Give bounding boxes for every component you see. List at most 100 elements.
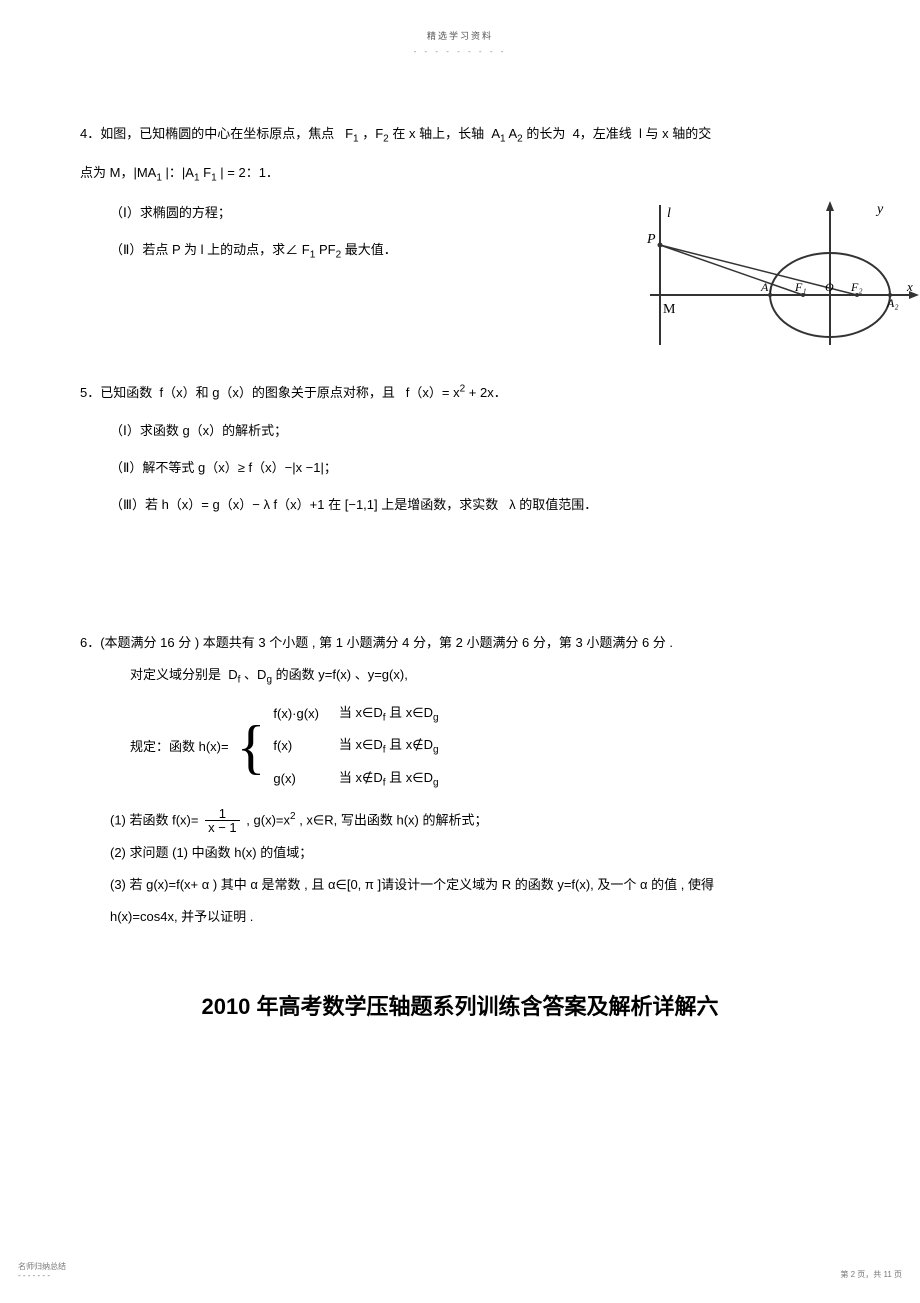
p6-line2: 对定义域分别是 Df 、Dg 的函数 y=f(x) 、y=g(x),	[80, 662, 840, 691]
label-P: P	[646, 232, 656, 247]
c1r-a: 当 x∈D	[339, 705, 383, 720]
section-title-2010: 2010 年高考数学压轴题系列训练含答案及解析详解六	[80, 990, 840, 1023]
sub-1b: 1	[500, 133, 506, 144]
p6-p3b: h(x)=cos4x, 并予以证明 .	[80, 904, 840, 930]
c2r-b: 且 x∉D	[389, 737, 433, 752]
ellipse-figure: l P y M A₁ F₁ O F₂ A₂ x	[645, 195, 920, 355]
c1r: 当 x∈Df 且 x∈Dg	[339, 699, 457, 730]
header-title: 精选学习资料	[80, 30, 840, 44]
p4-l1b: F	[345, 126, 353, 141]
p4-l2a: 点为 M，|MA	[80, 165, 156, 180]
label-x: x	[906, 279, 913, 294]
p6-case2: f(x) 当 x∈Df 且 x∉Dg	[273, 731, 456, 762]
label-A2: A₂	[886, 296, 899, 310]
c3r-a: 当 x∉D	[339, 770, 383, 785]
p5-part3: （Ⅲ）若 h（x）= g（x）− λ f（x）+1 在 [−1,1] 上是增函数…	[80, 489, 840, 520]
sub-g1: g	[266, 675, 272, 686]
c1r-b: 且 x∈D	[389, 705, 433, 720]
p6-case1: f(x)·g(x) 当 x∈Df 且 x∈Dg	[273, 699, 456, 730]
p5-part2: （Ⅱ）解不等式 g（x）≥ f（x）−|x −1|；	[80, 452, 840, 483]
footer-left: 名师归纳总结 - - - - - - -	[18, 1262, 66, 1281]
p6-p1a: (1) 若函数 f(x)=	[110, 812, 198, 827]
label-l: l	[667, 206, 671, 221]
p6-p1: (1) 若函数 f(x)= 1 x − 1 , g(x)=x2 , x∈R, 写…	[80, 807, 840, 834]
label-M: M	[663, 302, 676, 317]
p4-l1g: 的长为	[526, 126, 565, 141]
brace-icon: {	[237, 717, 266, 777]
p4-l1c: ，F	[362, 126, 383, 141]
p4-l1f: A	[508, 126, 517, 141]
p5-l1c: f（x）= x	[406, 385, 460, 400]
p5-p3c: λ 的取值范围．	[509, 497, 597, 512]
p5-line1: 5．已知函数 f（x）和 g（x）的图象关于原点对称，且 f（x）= x2 + …	[80, 377, 840, 408]
sub-f2: f	[383, 712, 386, 723]
p4-l1e: A	[491, 126, 500, 141]
sub-1c: 1	[156, 173, 162, 184]
problem-6: 6．(本题满分 16 分 ) 本题共有 3 个小题 , 第 1 小题满分 4 分…	[80, 630, 840, 930]
p4-line2: 点为 M，|MA1 |：|A1 F1 | = 2：1．	[80, 157, 840, 191]
p4-l2b: |：|A	[166, 165, 194, 180]
sub-f4: f	[383, 778, 386, 789]
p4-line1: 4．如图，已知椭圆的中心在坐标原点，焦点 F1 ，F2 在 x 轴上，长轴 A1…	[80, 118, 840, 152]
label-F2: F₂	[850, 280, 863, 294]
p4-p2c: PF	[319, 242, 336, 257]
p4-l1h: 4，左准线	[573, 126, 632, 141]
header-dots: - - - - - - - - -	[80, 46, 840, 58]
label-A1: A₁	[760, 280, 773, 294]
sub-2: 2	[383, 133, 389, 144]
p5-p3b: [−1,1] 上是增函数，求实数	[345, 497, 499, 512]
sub-2c: 2	[336, 249, 342, 260]
sub-1e: 1	[211, 173, 217, 184]
sub-1d: 1	[194, 173, 200, 184]
p4-p2d: 最大值．	[345, 242, 397, 257]
p6-frac: 1 x − 1	[205, 807, 240, 834]
label-F1: F₁	[794, 280, 807, 294]
p4-l1d: 在 x 轴上，长轴	[392, 126, 484, 141]
p5-p3a: （Ⅲ）若 h（x）= g（x）− λ f（x）+1 在	[110, 497, 341, 512]
p6-l2c: 、D	[244, 667, 266, 682]
sup-2: 2	[460, 384, 466, 395]
sub-2b: 2	[517, 133, 523, 144]
sub-g3: g	[433, 745, 439, 756]
sub-1: 1	[353, 133, 359, 144]
p5-l1d: + 2x．	[469, 385, 507, 400]
footer-left-dots: - - - - - - -	[18, 1271, 66, 1281]
sub-g2: g	[433, 712, 439, 723]
footer-left-text: 名师归纳总结	[18, 1262, 66, 1272]
sub-1f: 1	[310, 249, 316, 260]
p6-cases: 规定：函数 h(x)= { f(x)·g(x) 当 x∈Df 且 x∈Dg f(…	[80, 697, 840, 797]
footer-right: 第 2 页，共 11 页	[840, 1269, 902, 1281]
sub-f1: f	[238, 675, 241, 686]
frac-den: x − 1	[205, 821, 240, 834]
p5-part1: （Ⅰ）求函数 g（x）的解析式；	[80, 415, 840, 446]
p6-l2d: 的函数 y=f(x) 、y=g(x),	[276, 667, 408, 682]
c2r-a: 当 x∈D	[339, 737, 383, 752]
p6-case-table: f(x)·g(x) 当 x∈Df 且 x∈Dg f(x) 当 x∈Df 且 x∉…	[271, 697, 458, 797]
label-O: O	[825, 280, 834, 294]
p6-line1: 6．(本题满分 16 分 ) 本题共有 3 个小题 , 第 1 小题满分 4 分…	[80, 630, 840, 656]
c3r-b: 且 x∈D	[389, 770, 433, 785]
c3r: 当 x∉Df 且 x∈Dg	[339, 764, 457, 795]
p4-l1a: 4．如图，已知椭圆的中心在坐标原点，焦点	[80, 126, 334, 141]
p4-p2a: （Ⅱ）若点 P 为 l 上的动点，求∠	[110, 242, 298, 257]
frac-num: 1	[205, 807, 240, 821]
p5-l1a: 5．已知函数	[80, 385, 152, 400]
p5-l1b: f（x）和 g（x）的图象关于原点对称，且	[159, 385, 394, 400]
p6-rule-label: 规定：函数 h(x)=	[130, 734, 237, 760]
p4-p2b: F	[302, 242, 310, 257]
p6-p1b: , g(x)=x	[246, 812, 290, 827]
problem-5: 5．已知函数 f（x）和 g（x）的图象关于原点对称，且 f（x）= x2 + …	[80, 377, 840, 520]
c2r: 当 x∈Df 且 x∉Dg	[339, 731, 457, 762]
p6-p3: (3) 若 g(x)=f(x+ α ) 其中 α 是常数 , 且 α∈[0, π…	[80, 872, 840, 898]
p6-p2: (2) 求问题 (1) 中函数 h(x) 的值域；	[80, 840, 840, 866]
c1l: f(x)·g(x)	[273, 699, 337, 730]
p6-l2b: D	[228, 667, 237, 682]
p6-l2a: 对定义域分别是	[130, 667, 221, 682]
sup-2b: 2	[290, 811, 296, 822]
sub-f3: f	[383, 745, 386, 756]
p4-l1i: l 与 x 轴的交	[639, 126, 711, 141]
c3l: g(x)	[273, 764, 337, 795]
p4-l2d: | = 2：1．	[220, 165, 279, 180]
p4-l2c: F	[203, 165, 211, 180]
label-y: y	[875, 202, 884, 217]
